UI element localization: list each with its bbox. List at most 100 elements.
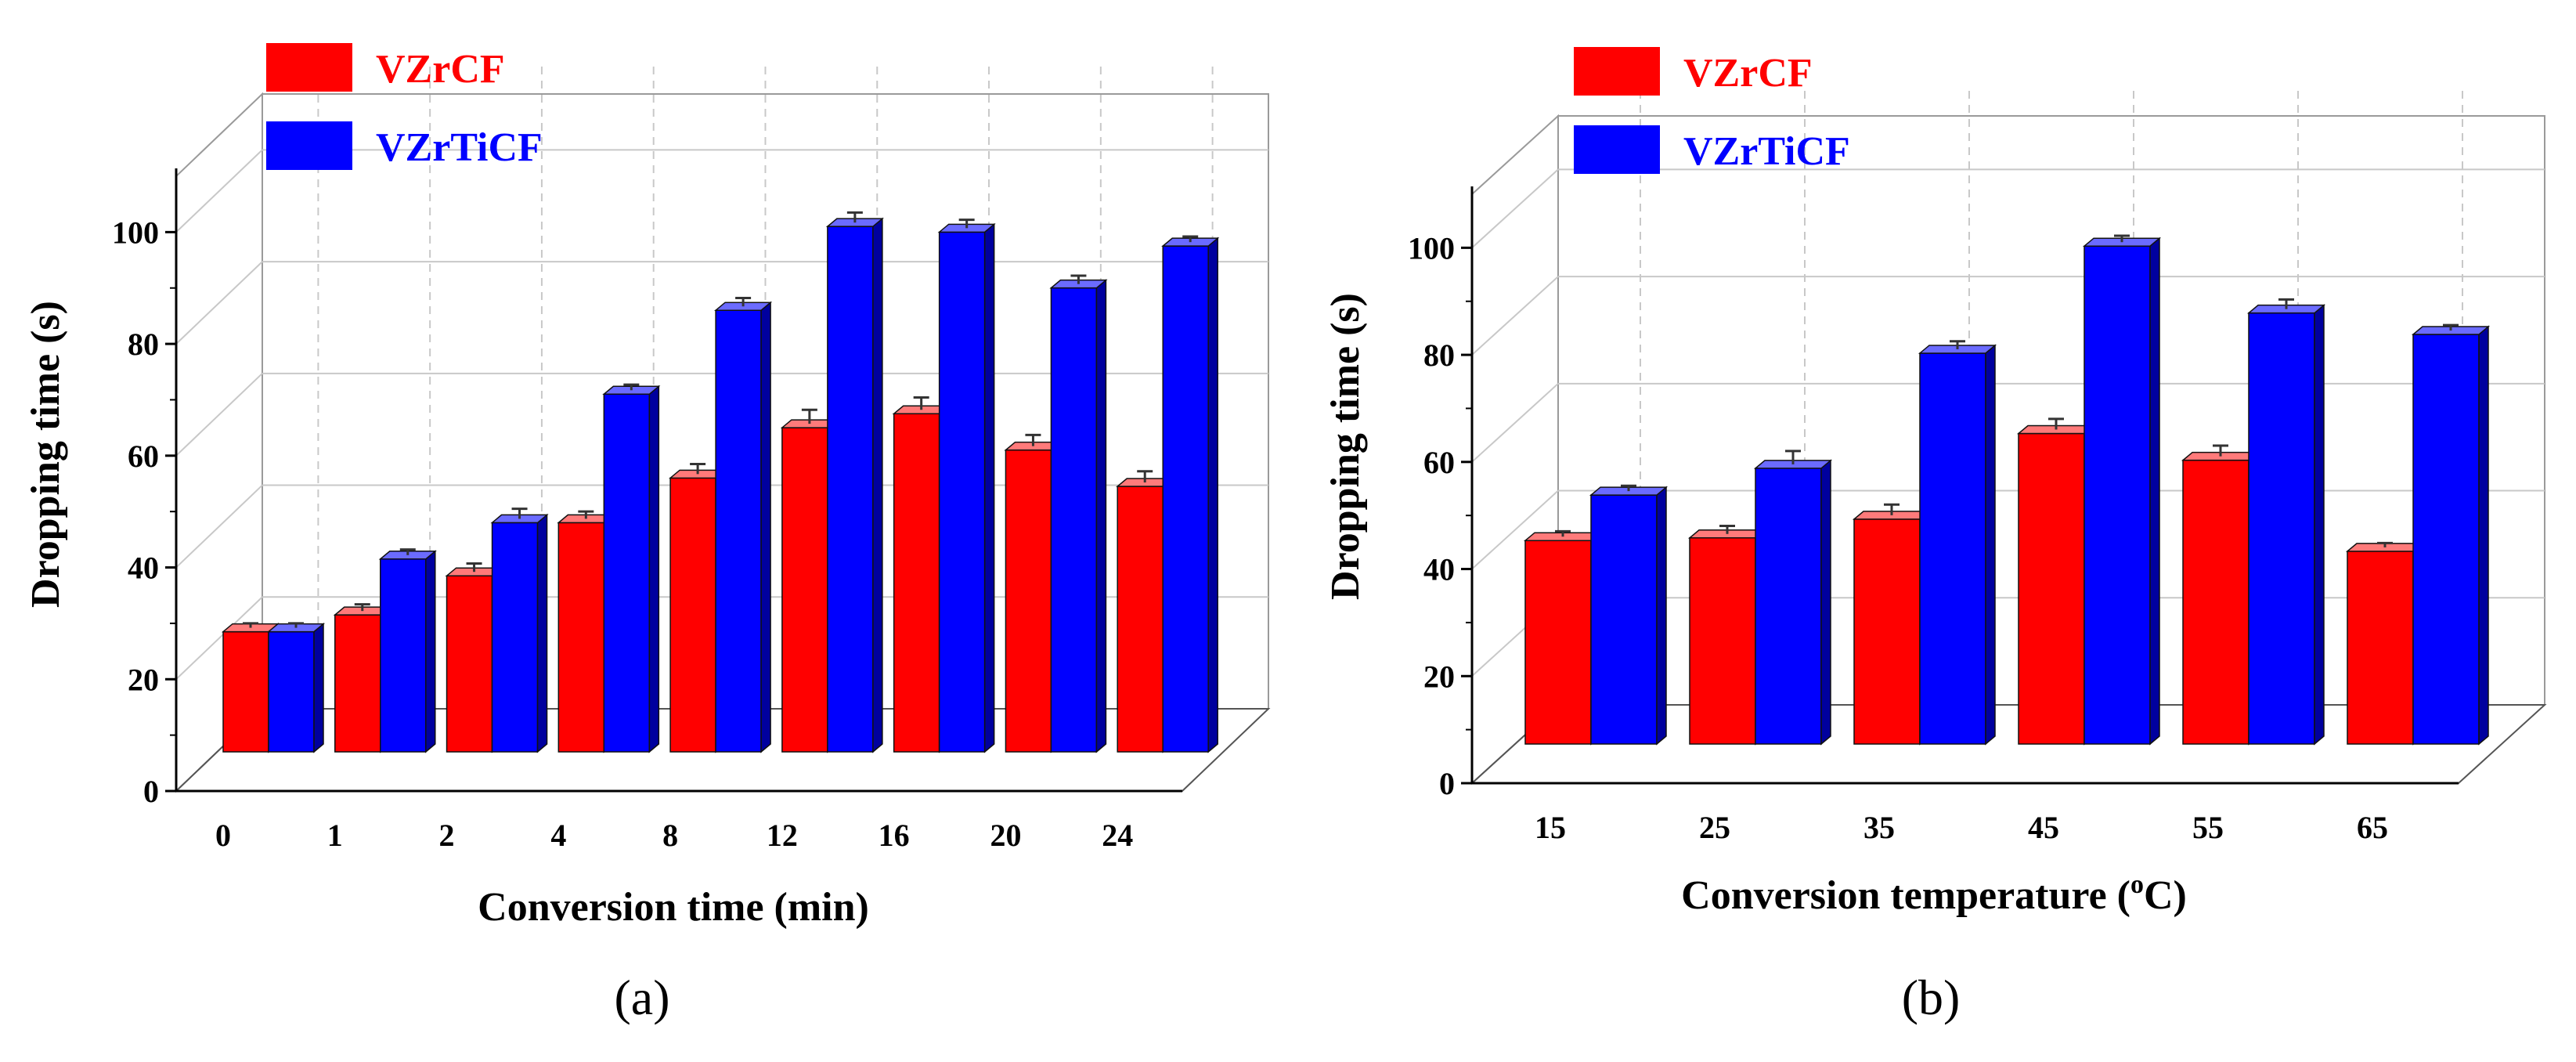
y-tick-label: 100 (112, 215, 159, 250)
y-tick-label: 0 (143, 774, 159, 809)
x-tick-label: 15 (1535, 810, 1566, 845)
bar-side (983, 222, 995, 753)
grid-line-side (175, 484, 263, 569)
bar-vzrticf-0 (1590, 494, 1658, 745)
bar-vzrcf-4 (669, 477, 716, 753)
x-axis-title-end: C) (2144, 873, 2187, 918)
panel-label-b: (b) (1902, 970, 1961, 1025)
bar-vzrticf-1 (1755, 468, 1822, 745)
x-axis-title: Conversion time (min) (478, 885, 869, 930)
x-tick-label: 20 (990, 818, 1021, 853)
bar-side (648, 385, 660, 753)
legend-swatch (266, 43, 352, 92)
bar-vzrticf-2 (491, 522, 539, 753)
panel-label-a: (a) (614, 970, 669, 1025)
legend-swatch (1574, 47, 1660, 96)
x-tick-label: 1 (327, 818, 343, 853)
grid-line-side (175, 261, 263, 345)
legend-label: VZrTiCF (1683, 129, 1850, 174)
bar-vzrticf-2 (1919, 352, 1986, 745)
legend-label: VZrCF (1683, 51, 1813, 96)
y-tick-label: 60 (1423, 445, 1455, 480)
bar-vzrcf-0 (222, 630, 269, 753)
bar-vzrcf-4 (2182, 459, 2249, 745)
x-tick-label: 45 (2028, 810, 2059, 845)
bar-vzrcf-7 (1005, 449, 1052, 753)
x-tick-label: 24 (1102, 818, 1133, 853)
x-tick-label: 2 (439, 818, 455, 853)
bar-side (425, 550, 436, 753)
x-tick-label: 8 (662, 818, 678, 853)
y-tick-label: 20 (128, 662, 159, 697)
bar-side (313, 622, 324, 753)
legend-swatch (1574, 125, 1660, 174)
y-tick-label: 20 (1423, 659, 1455, 694)
bar-side (1985, 344, 1996, 746)
bar-side (1207, 237, 1218, 753)
bar-vzrcf-1 (334, 614, 381, 753)
bar-vzrticf-5 (2412, 334, 2480, 745)
bar-vzrticf-6 (938, 231, 986, 753)
bar-vzrticf-4 (2248, 312, 2315, 745)
x-tick-label: 16 (879, 818, 910, 853)
x-tick-label: 12 (767, 818, 798, 853)
bar-vzrcf-1 (1689, 537, 1756, 745)
bar-side (2478, 325, 2489, 746)
grid-line-side (175, 149, 263, 233)
bar-vzrticf-4 (715, 309, 762, 753)
bar-vzrcf-6 (893, 413, 940, 753)
grid-line-side (1471, 489, 1559, 570)
bar-side (872, 217, 883, 753)
grid-line-side (1471, 276, 1559, 356)
bar-vzrcf-3 (557, 522, 605, 753)
x-axis-title-main: Conversion temperature ( (1681, 873, 2130, 918)
y-tick-label: 40 (1423, 552, 1455, 587)
x-tick-label: 35 (1863, 810, 1895, 845)
bar-side (1656, 486, 1667, 746)
bar-vzrcf-5 (2347, 551, 2414, 745)
y-tick-label: 60 (128, 439, 159, 474)
bar-vzrcf-2 (446, 575, 493, 753)
y-axis-title: Dropping time (s) (23, 301, 68, 608)
grid-line-side (175, 373, 263, 457)
bar-side (536, 513, 548, 753)
y-tick-label: 80 (1423, 338, 1455, 373)
x-tick-label: 4 (550, 818, 566, 853)
bar-side (1095, 279, 1107, 753)
bar-side (2314, 304, 2325, 746)
bar-side (2149, 237, 2160, 746)
grid-line-side (175, 596, 263, 680)
bar-side (1820, 459, 1831, 746)
y-tick-label: 100 (1408, 230, 1455, 266)
bar-vzrcf-0 (1524, 540, 1592, 745)
bar-vzrticf-5 (827, 226, 874, 753)
x-tick-label: 55 (2192, 810, 2224, 845)
bar-vzrticf-1 (380, 558, 427, 753)
legend-label: VZrCF (376, 47, 505, 92)
bar-vzrcf-5 (781, 427, 828, 753)
bar-vzrticf-3 (603, 393, 651, 753)
bar-vzrcf-8 (1117, 486, 1164, 753)
bar-vzrticf-7 (1050, 287, 1098, 753)
y-tick-label: 40 (128, 551, 159, 586)
x-axis-title: Conversion temperature (oC) (1681, 870, 2187, 918)
grid-line-side (1471, 168, 1559, 249)
grid-line-side (1471, 383, 1559, 463)
x-tick-label: 65 (2357, 810, 2388, 845)
chart-b: 0 20 40 60 80 100 15 25 35 45 55 65 VZrCF VZrTiCF Conv… (1323, 47, 2547, 918)
bar-vzrcf-3 (2018, 432, 2085, 745)
legend-label: VZrTiCF (376, 125, 543, 170)
bar-vzrticf-8 (1162, 245, 1209, 753)
y-tick-label: 0 (1439, 766, 1455, 801)
bar-vzrticf-0 (268, 630, 315, 753)
x-axis-title-sup: o (2130, 870, 2144, 899)
x-tick-label: 25 (1699, 810, 1730, 845)
y-axis-title: Dropping time (s) (1323, 293, 1368, 600)
legend-swatch (266, 121, 352, 170)
bar-vzrcf-2 (1853, 518, 1921, 745)
bar-side (760, 301, 771, 753)
y-tick-label: 80 (128, 327, 159, 362)
bar-vzrticf-3 (2084, 245, 2151, 745)
